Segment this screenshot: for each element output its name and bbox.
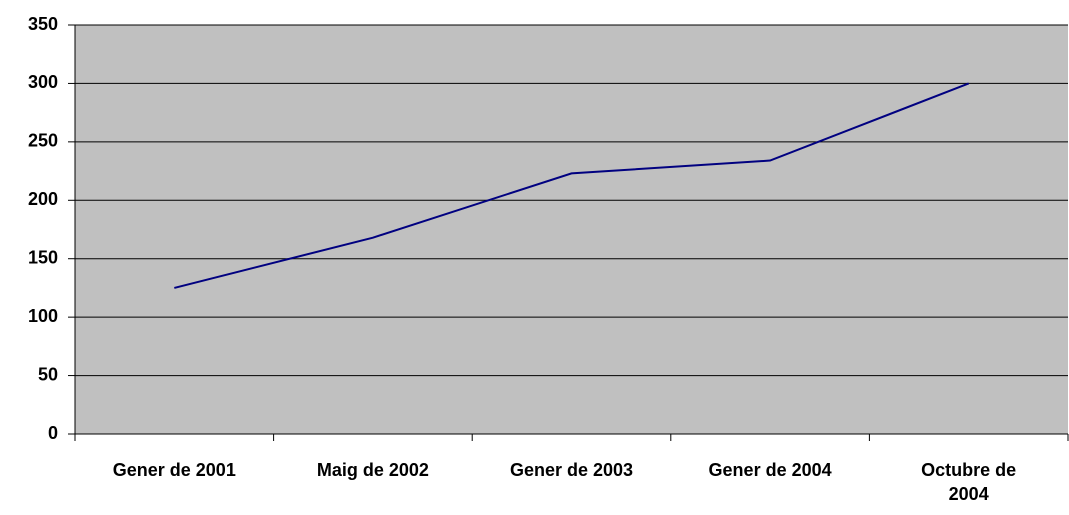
y-tick-label: 150	[28, 247, 58, 267]
x-tick-label: Gener de 2004	[708, 460, 832, 480]
y-tick-label: 100	[28, 306, 58, 326]
y-tick-label: 250	[28, 131, 58, 151]
x-tick-label: Gener de 2001	[112, 460, 236, 480]
y-tick-label: 50	[38, 364, 58, 384]
y-tick-label: 350	[28, 14, 58, 34]
y-tick-label: 300	[28, 72, 58, 92]
x-tick-label: Gener de 2003	[509, 460, 634, 480]
x-tick-label: Octubre de 2004	[921, 460, 1017, 504]
line-series	[174, 82, 970, 289]
x-tick-label: Maig de 2002	[316, 460, 429, 480]
plot-area	[75, 25, 1068, 434]
y-tick-label: 200	[28, 189, 58, 209]
y-tick-label: 0	[48, 423, 58, 443]
